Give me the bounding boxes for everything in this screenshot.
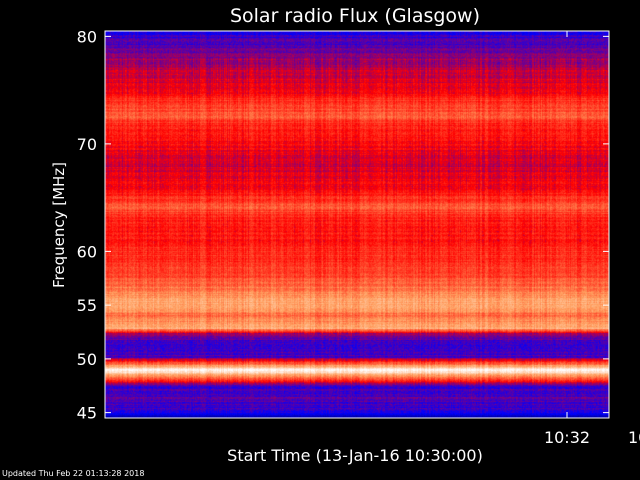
spectrogram-image xyxy=(105,31,609,418)
y-axis-label: Frequency [MHz] xyxy=(50,162,68,288)
y-tick-label: 70 xyxy=(77,135,97,154)
x-tick-label: 10:36 xyxy=(628,428,640,447)
y-axis: 45 50 55 60 70 80 xyxy=(77,27,609,423)
y-tick-label: 45 xyxy=(77,404,97,423)
y-tick-label: 50 xyxy=(77,350,97,369)
y-tick-label: 55 xyxy=(77,296,97,315)
x-axis: 10:3210:3610:4010:44 xyxy=(544,31,640,447)
y-tick-label: 80 xyxy=(77,27,97,46)
updated-timestamp: Updated Thu Feb 22 01:13:28 2018 xyxy=(2,469,145,478)
plot-frame xyxy=(104,30,610,419)
spectrogram-heatmap xyxy=(105,31,609,418)
x-axis-label: Start Time (13-Jan-16 10:30:00) xyxy=(227,446,483,465)
chart-title: Solar radio Flux (Glasgow) xyxy=(230,5,480,27)
y-tick-label: 60 xyxy=(77,242,97,261)
x-tick-label: 10:32 xyxy=(544,428,590,447)
